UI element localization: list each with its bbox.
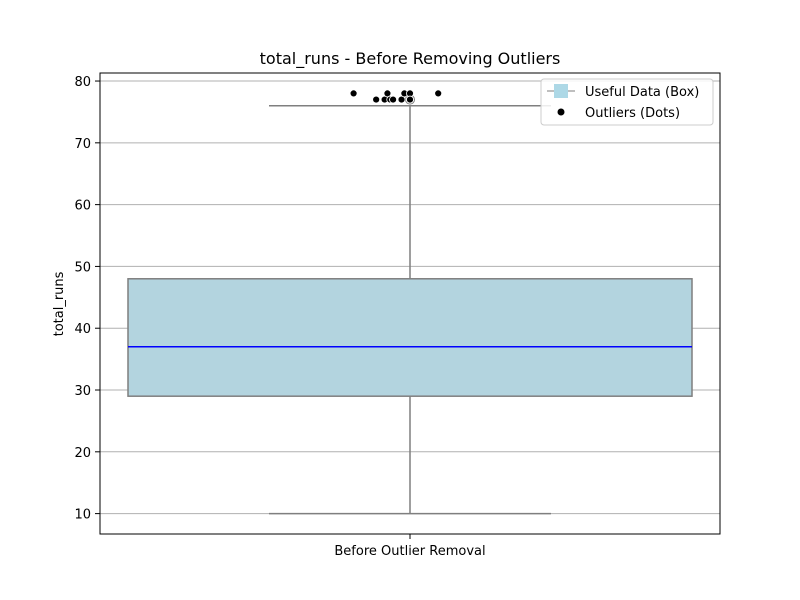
y-tick-label: 30 [74, 384, 91, 399]
y-axis-label: total_runs [52, 271, 67, 336]
y-axis: 10 20 30 40 50 60 70 80 [74, 75, 100, 523]
outlier-dot [349, 89, 358, 98]
y-tick-label: 20 [74, 446, 91, 461]
y-tick-label: 60 [74, 199, 91, 214]
legend: Useful Data (Box) Outliers (Dots) [540, 78, 714, 126]
outlier-dot [406, 95, 414, 104]
y-tick-label: 70 [74, 137, 91, 152]
iqr-box [127, 278, 693, 397]
legend-box-swatch [554, 84, 568, 98]
box-series [127, 94, 693, 515]
outlier-dot [389, 95, 397, 104]
y-tick-label: 40 [74, 322, 91, 337]
x-tick-label: Before Outlier Removal [334, 544, 485, 559]
legend-frame [540, 78, 714, 126]
legend-dot-marker [557, 108, 565, 116]
legend-label-dots: Outliers (Dots) [585, 106, 680, 121]
legend-label-box: Useful Data (Box) [585, 85, 699, 100]
y-tick-label: 50 [74, 260, 91, 275]
outlier-dot [372, 95, 381, 104]
outlier-series [349, 89, 443, 104]
chart-title: total_runs - Before Removing Outliers [260, 49, 561, 69]
y-tick-label: 10 [74, 508, 91, 523]
y-tick-label: 80 [74, 75, 91, 90]
outlier-dot [434, 89, 443, 98]
